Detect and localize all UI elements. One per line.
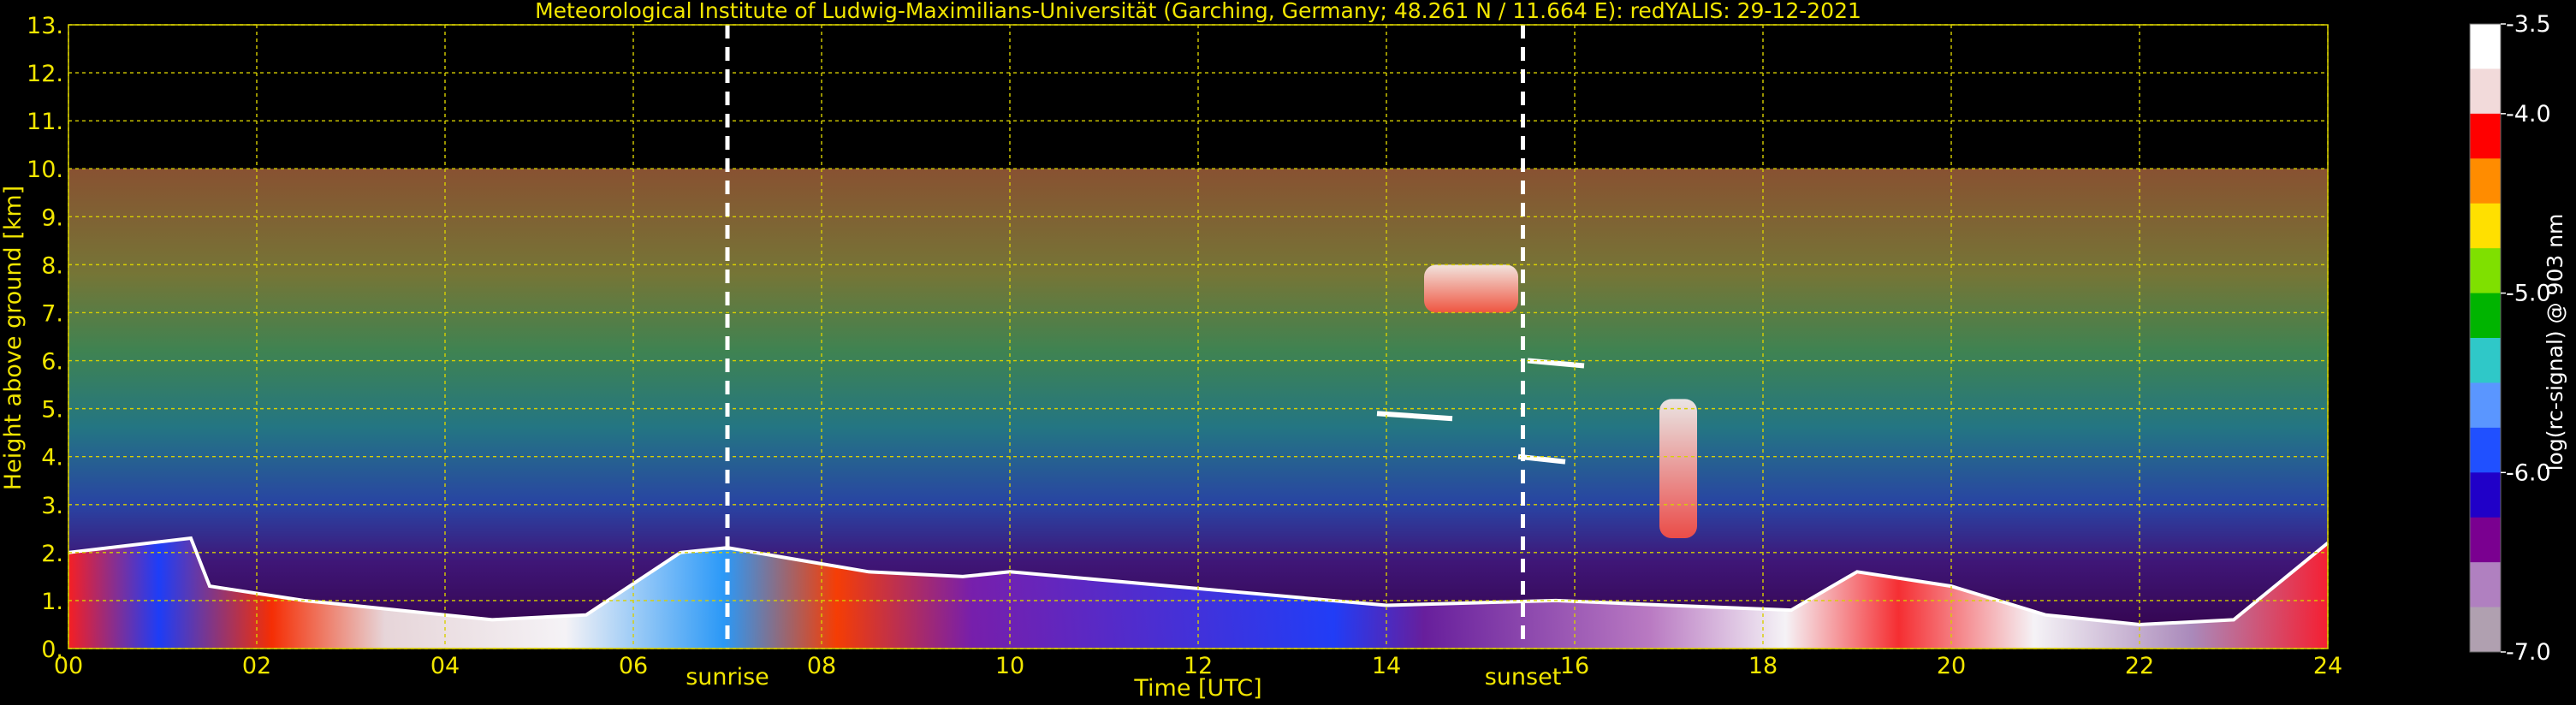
- colorbar-segment: [2470, 113, 2501, 159]
- colorbar-segment: [2470, 338, 2501, 383]
- y-tick-label: 13.: [27, 13, 63, 39]
- colorbar-label: log(rc-signal) @ 903 nm: [2543, 214, 2567, 471]
- thin-cloud-layer: [1527, 358, 1585, 369]
- grid-lines: [68, 24, 2329, 649]
- x-tick-label: 24: [2313, 653, 2342, 679]
- y-tick-label: 11.: [27, 109, 63, 135]
- x-tick-label: 22: [2125, 653, 2154, 679]
- colorbar-segment: [2470, 248, 2501, 294]
- colorbar-segment: [2470, 24, 2501, 69]
- x-tick-label: 20: [1937, 653, 1966, 679]
- x-tick-label: 02: [242, 653, 271, 679]
- colorbar-segment: [2470, 427, 2501, 473]
- thin-cloud-layer: [1517, 453, 1566, 465]
- x-tick-label: 10: [995, 653, 1024, 679]
- x-tick-label: 18: [1748, 653, 1778, 679]
- x-tick-label: 00: [54, 653, 83, 679]
- x-tick-label: 14: [1372, 653, 1401, 679]
- x-tick-label: 08: [807, 653, 836, 679]
- y-tick-label: 5.: [41, 397, 63, 424]
- y-tick-label: 8.: [41, 252, 63, 279]
- cirrus-cloud: [1659, 399, 1697, 539]
- y-axis-label: Height above ground [km]: [0, 186, 27, 490]
- chart-title: Meteorological Institute of Ludwig-Maxim…: [535, 0, 1861, 23]
- colorbar-segment: [2470, 562, 2501, 608]
- event-label-sunrise: sunrise: [686, 664, 769, 690]
- colorbar-segment: [2470, 472, 2501, 518]
- y-tick-label: 1.: [41, 589, 63, 615]
- y-tick-label: 4.: [41, 445, 63, 471]
- y-tick-label: 9.: [41, 204, 63, 231]
- axes: 00 02 04 06 08 10 12 14 16 18 20 22 24 0. 1. 2. 3. 4. 5. 6.…: [27, 13, 2342, 679]
- y-tick-label: 7.: [41, 300, 63, 327]
- x-tick-label: 16: [1560, 653, 1589, 679]
- colorbar-segment: [2470, 607, 2501, 653]
- y-tick-label: 10.: [27, 157, 63, 183]
- colorbar-segment: [2470, 517, 2501, 563]
- colorbar-tick-label: -3.5: [2506, 11, 2551, 38]
- aerosol-layer-top: [68, 536, 2330, 627]
- x-tick-label: 06: [619, 653, 648, 679]
- y-tick-label: 0.: [41, 637, 63, 663]
- y-tick-label: 6.: [41, 349, 63, 376]
- colorbar-segment: [2470, 382, 2501, 429]
- colorbar-segment: [2470, 68, 2501, 115]
- y-tick-label: 12.: [27, 61, 63, 87]
- colorbar-segment: [2470, 203, 2501, 249]
- event-label-sunset: sunset: [1485, 664, 1562, 690]
- thin-cloud-layer: [1376, 411, 1453, 422]
- x-tick-label: 04: [430, 653, 460, 679]
- colorbar: -3.5 -4.0 -5.0 -6.0 -7.0: [2469, 11, 2551, 666]
- y-tick-label: 2.: [41, 541, 63, 567]
- colorbar-segment: [2470, 158, 2501, 204]
- cirrus-cloud: [1424, 264, 1518, 313]
- colorbar-frame: [2469, 23, 2502, 653]
- colorbar-tick-label: -6.0: [2506, 459, 2551, 486]
- colorbar-segment: [2470, 293, 2501, 339]
- y-tick-label: 3.: [41, 493, 63, 519]
- x-tick-label: 12: [1184, 653, 1213, 679]
- colorbar-tick-label: -4.0: [2506, 101, 2551, 127]
- colorbar-tick-label: -7.0: [2506, 639, 2551, 666]
- plot-frame: [68, 24, 2329, 649]
- colorbar-tick-label: -5.0: [2506, 281, 2551, 307]
- event-markers: sunrise sunset: [686, 25, 1561, 690]
- x-axis-label: Time [UTC]: [1133, 675, 1261, 702]
